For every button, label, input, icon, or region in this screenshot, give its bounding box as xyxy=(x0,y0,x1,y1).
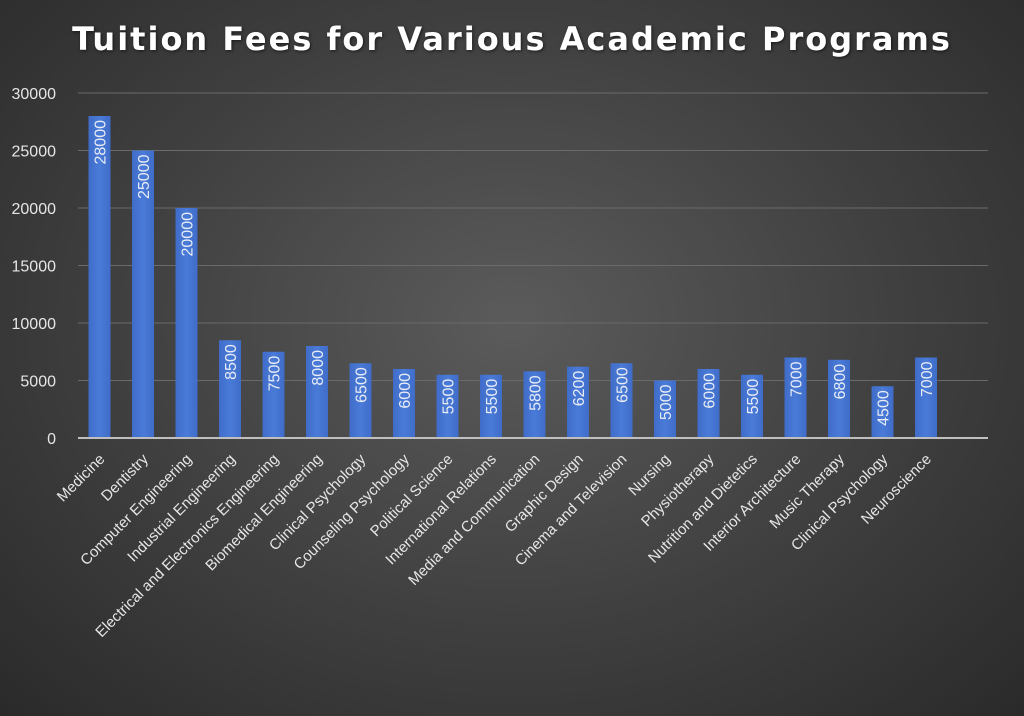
data-label: 5800 xyxy=(528,375,545,411)
bar xyxy=(741,374,763,438)
data-label: 4500 xyxy=(876,390,893,426)
data-label: 8500 xyxy=(223,344,240,380)
data-label: 25000 xyxy=(136,154,153,199)
data-label: 7000 xyxy=(919,361,936,397)
bar xyxy=(523,371,546,438)
bar xyxy=(436,374,459,438)
y-tick-label: 15000 xyxy=(12,259,57,276)
bar xyxy=(610,363,633,438)
bar xyxy=(828,359,850,438)
bar xyxy=(306,346,328,438)
y-tick-label: 30000 xyxy=(12,86,57,103)
data-label: 8000 xyxy=(310,350,327,386)
data-label: 5500 xyxy=(745,379,762,415)
data-label: 7500 xyxy=(267,356,284,392)
bar xyxy=(262,351,285,438)
x-tick-label: Music Therapy xyxy=(766,450,848,532)
bar xyxy=(393,369,415,438)
y-tick-label: 20000 xyxy=(12,201,57,218)
data-label: 5500 xyxy=(441,379,458,415)
bar xyxy=(784,357,807,438)
bar xyxy=(654,380,676,438)
bar xyxy=(567,366,589,438)
data-label: 5500 xyxy=(484,379,501,415)
bar xyxy=(480,374,502,438)
y-tick-label: 25000 xyxy=(12,144,57,161)
bar xyxy=(871,386,894,438)
data-label: 6000 xyxy=(397,373,414,409)
y-tick-label: 5000 xyxy=(20,374,56,391)
bar xyxy=(219,340,241,438)
data-label: 6200 xyxy=(571,371,588,407)
data-label: 20000 xyxy=(180,212,197,257)
data-label: 7000 xyxy=(789,361,806,397)
data-label: 6800 xyxy=(832,364,849,400)
bar xyxy=(697,369,720,438)
data-label: 5000 xyxy=(658,384,675,420)
data-label: 6500 xyxy=(354,367,371,403)
chart-title: Tuition Fees for Various Academic Progra… xyxy=(72,20,952,58)
bar xyxy=(349,363,372,438)
data-label: 6500 xyxy=(615,367,632,403)
y-tick-label: 0 xyxy=(47,431,56,448)
bar xyxy=(132,150,154,438)
data-label: 28000 xyxy=(93,120,110,165)
bar xyxy=(88,116,111,438)
x-tick-label: Medicine xyxy=(54,451,108,505)
bar xyxy=(175,208,198,438)
x-tick-label: Graphic Design xyxy=(502,451,587,536)
bar xyxy=(915,357,937,438)
data-label: 6000 xyxy=(702,373,719,409)
y-tick-label: 10000 xyxy=(12,316,57,333)
